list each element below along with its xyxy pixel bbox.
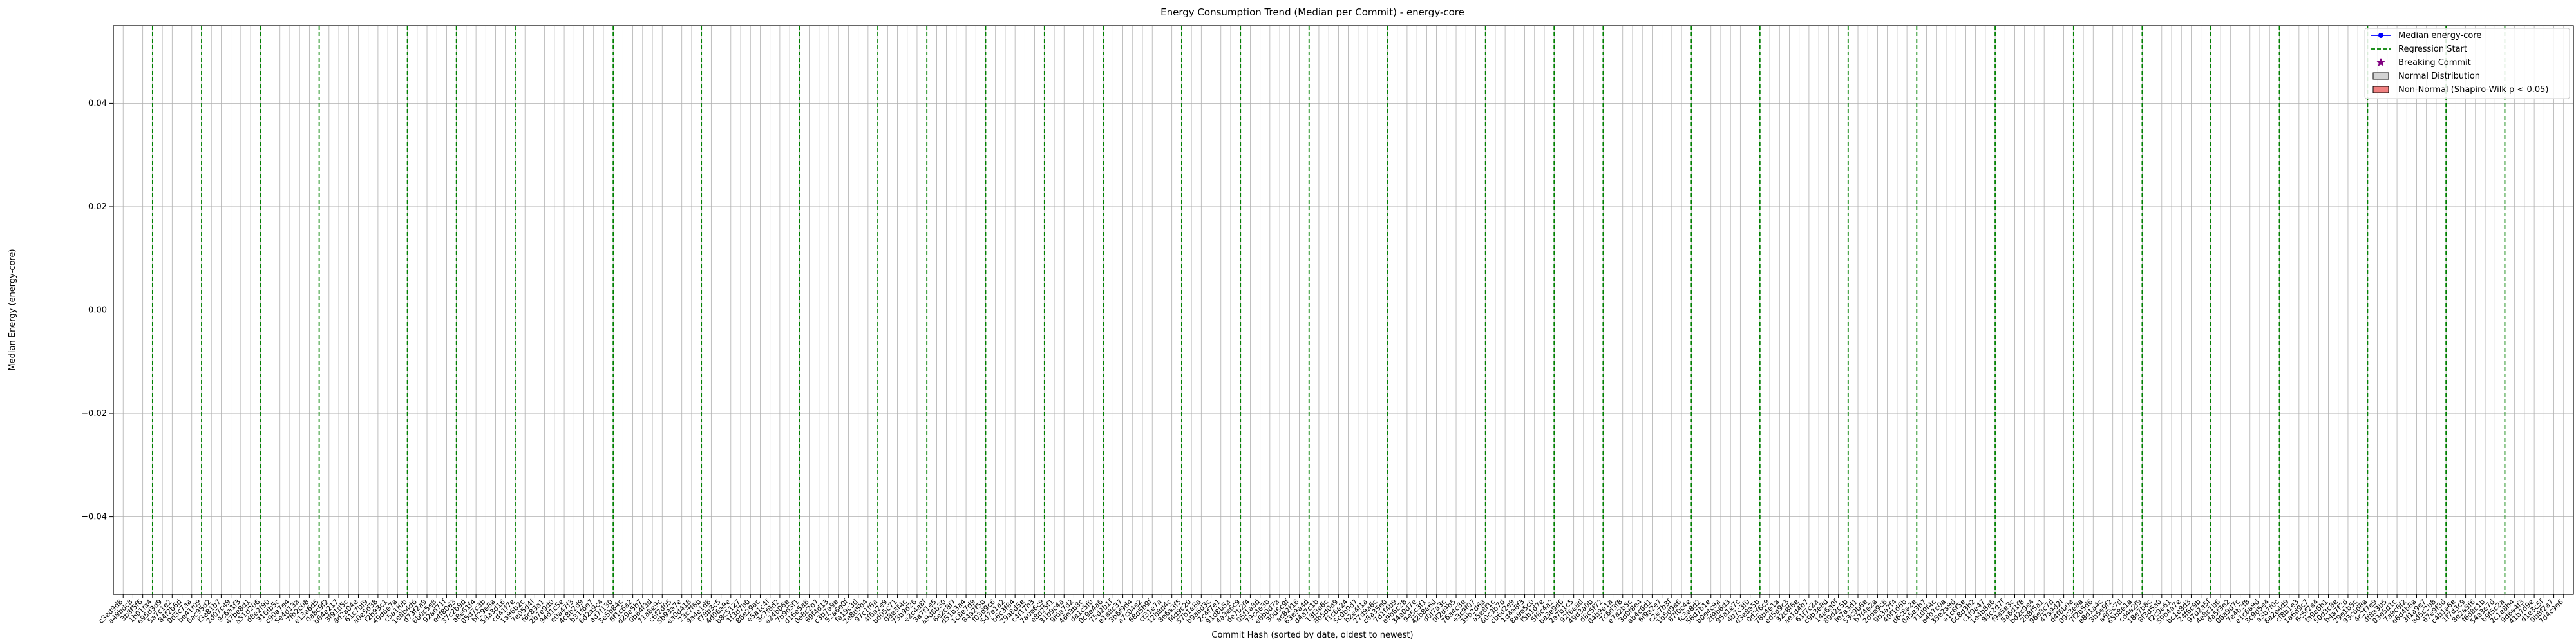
x-axis-label: Commit Hash (sorted by date, oldest to n… [1211, 630, 1413, 640]
legend: Median energy-core Regression Start Brea… [2364, 28, 2570, 99]
legend-marker-swatch [2378, 33, 2383, 38]
legend-label: Median energy-core [2398, 31, 2481, 41]
legend-box [2364, 28, 2570, 99]
y-tick-label: 0.00 [88, 306, 107, 316]
legend-label: Non-Normal (Shapiro-Wilk p < 0.05) [2398, 85, 2548, 95]
y-tick-label: −0.02 [81, 409, 107, 419]
y-tick-label: −0.04 [81, 513, 107, 522]
legend-item-non-normal: Non-Normal (Shapiro-Wilk p < 0.05) [2372, 85, 2548, 95]
legend-item-breaking-commit: Breaking Commit [2376, 58, 2471, 68]
legend-patch-swatch [2372, 72, 2389, 80]
star-icon [2376, 58, 2385, 66]
x-axis-ticks: c3ed9d8a49bdc83b8f5f61b01fa4e95d3d95a7c1… [97, 594, 2565, 626]
y-gridlines [113, 103, 2573, 517]
y-axis-ticks: 0.04 0.02 0.00 −0.02 −0.04 [81, 99, 113, 522]
legend-label: Regression Start [2398, 44, 2467, 54]
legend-item-normal-distribution: Normal Distribution [2372, 71, 2480, 81]
chart-title: Energy Consumption Trend (Median per Com… [1160, 6, 1464, 18]
legend-patch-swatch [2372, 86, 2389, 93]
y-axis-label: Median Energy (energy-core) [8, 249, 17, 370]
legend-label: Breaking Commit [2398, 58, 2471, 68]
legend-label: Normal Distribution [2398, 71, 2480, 81]
y-tick-label: 0.04 [88, 99, 107, 108]
legend-item-regression-start: Regression Start [2371, 44, 2467, 54]
y-tick-label: 0.02 [88, 202, 107, 212]
regression-start-lines [151, 26, 2506, 594]
legend-item-median: Median energy-core [2371, 31, 2481, 41]
